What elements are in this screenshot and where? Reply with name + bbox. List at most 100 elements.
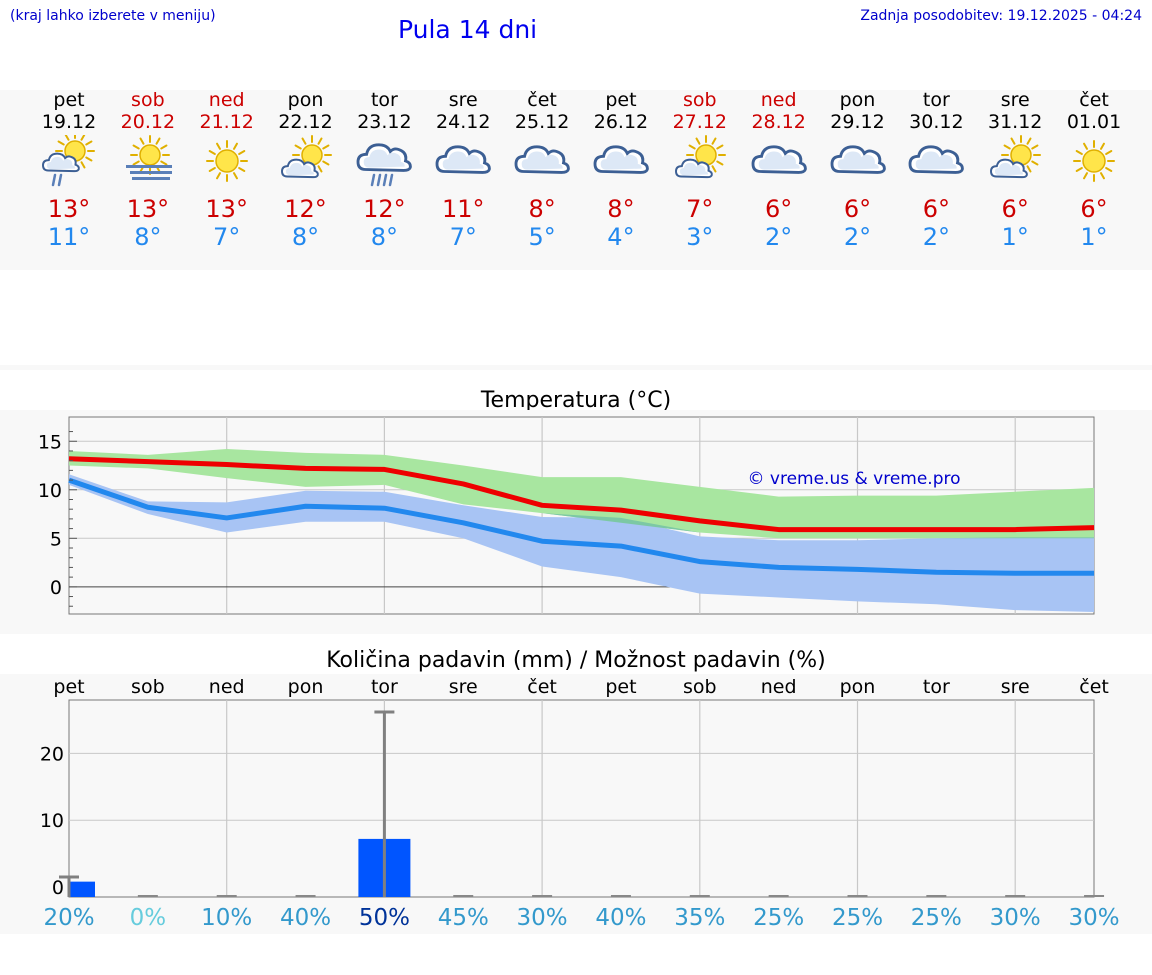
min-temp: 2° (922, 223, 950, 251)
forecast-day: tor 30.12 6° 2° (896, 89, 976, 251)
min-temp: 7° (449, 223, 477, 251)
precip-bar (69, 881, 95, 897)
max-temp: 6° (765, 195, 793, 223)
day-date: 01.01 (1066, 111, 1122, 133)
precip-probability: 45% (437, 905, 489, 931)
day-date: 28.12 (751, 111, 806, 133)
forecast-day: sob 27.12 7° 3° (660, 89, 740, 251)
min-temp: 8° (370, 223, 399, 251)
precipitation-bars (59, 710, 1105, 897)
y-tick-label: 10 (40, 810, 64, 832)
day-name: pet (605, 89, 637, 111)
day-name: sre (448, 89, 478, 111)
cloudy-icon (908, 145, 965, 174)
min-temp: 1° (1001, 223, 1029, 251)
sun-cloud-icon (674, 135, 726, 179)
forecast-day: ned 28.12 6° 2° (739, 89, 819, 251)
sun-icon (205, 140, 248, 182)
max-temp: 6° (922, 195, 950, 223)
day-name: sre (1000, 89, 1030, 111)
day-name: čet (1079, 89, 1109, 111)
max-temp: 12° (284, 195, 327, 223)
sun-fog-icon (125, 135, 172, 180)
precip-day-label: ned (760, 676, 797, 698)
day-name: tor (922, 89, 950, 111)
max-temp: 11° (441, 195, 485, 223)
min-temp: 3° (686, 223, 714, 251)
min-temp: 2° (843, 223, 872, 251)
forecast-day: čet 01.01 6° 1° (1054, 89, 1134, 251)
day-name: ned (760, 89, 797, 111)
max-temp: 12° (363, 195, 406, 223)
precip-day-label: ned (208, 676, 245, 698)
cloudy-icon (593, 145, 649, 174)
cloudy-icon (514, 145, 570, 174)
min-temp-line (68, 477, 1095, 576)
min-temp: 11° (47, 223, 91, 251)
precipitation-chart-title: Količina padavin (mm) / Možnost padavin … (326, 648, 826, 673)
min-temp: 7° (213, 223, 241, 251)
precip-day-label: sob (131, 676, 165, 698)
forecast-day: sob 20.12 13° 8° (108, 89, 188, 251)
precip-day-label: sob (683, 676, 717, 698)
forecast-strip (0, 90, 1152, 270)
sun-cloud-icon (990, 135, 1042, 179)
max-temp-line (68, 456, 1095, 533)
precip-probability: 30% (989, 905, 1041, 931)
precip-day-label: tor (922, 676, 950, 698)
max-temp-band (69, 449, 1095, 539)
min-temp: 4° (607, 223, 635, 251)
precipitation-grid (69, 700, 1094, 897)
precip-day-label: sre (1000, 676, 1030, 698)
day-date: 25.12 (514, 111, 570, 133)
day-name: tor (370, 89, 398, 111)
day-date: 20.12 (120, 111, 176, 133)
forecast-day: čet 25.12 8° 5° (502, 89, 582, 251)
precip-probability: 25% (910, 905, 962, 931)
precip-probability: 50% (358, 905, 410, 931)
day-name: čet (527, 89, 557, 111)
max-temp: 13° (47, 195, 91, 223)
y-tick-label: 0 (52, 877, 64, 899)
max-temp: 8° (528, 195, 556, 223)
max-temp: 13° (126, 195, 170, 223)
precip-probability: 40% (595, 905, 647, 931)
precip-day-label: pet (605, 676, 637, 698)
last-updated: Zadnja posodobitev: 19.12.2025 - 04:24 (860, 8, 1142, 24)
sun-icon (1073, 140, 1116, 182)
precip-probability: 10% (201, 905, 253, 931)
sun-cloud-icon (280, 135, 332, 179)
day-date: 27.12 (672, 111, 727, 133)
precip-day-label: čet (527, 676, 557, 698)
min-temp: 1° (1080, 223, 1108, 251)
y-tick-label: 0 (50, 577, 62, 599)
max-temp: 6° (843, 195, 872, 223)
precip-probability: 35% (674, 905, 726, 931)
y-tick-label: 20 (40, 743, 64, 765)
day-date: 30.12 (909, 111, 964, 133)
forecast-day: pet 26.12 8° 4° (581, 89, 661, 251)
temperature-chart-title: Temperatura (°C) (480, 388, 672, 413)
precip-day-label: pon (839, 676, 876, 698)
cloudy-icon (751, 145, 807, 174)
max-temp: 8° (607, 195, 635, 223)
forecast-day: ned 21.12 13° 7° (187, 89, 267, 251)
precipitation-chart: 0 10 20 (40, 699, 1105, 899)
day-date: 23.12 (357, 111, 412, 133)
forecast-day: sre 31.12 6° 1° (975, 89, 1055, 251)
temperature-chart: 0 5 10 15 © vreme.us & vreme.pro (38, 416, 1095, 615)
max-temp: 7° (686, 195, 714, 223)
min-temp: 8° (291, 223, 320, 251)
y-tick-label: 15 (38, 431, 62, 453)
y-tick-label: 5 (50, 528, 62, 550)
precip-day-label: pet (53, 676, 85, 698)
precip-probability: 30% (516, 905, 568, 931)
precip-probability: 40% (279, 905, 332, 931)
day-date: 24.12 (436, 111, 491, 133)
precip-day-label: pon (287, 676, 324, 698)
forecast-day: pon 29.12 6° 2° (818, 89, 898, 251)
day-date: 19.12 (41, 111, 97, 133)
cloud-rain-icon (356, 143, 413, 187)
min-temp: 5° (528, 223, 556, 251)
min-temp: 8° (134, 223, 162, 251)
